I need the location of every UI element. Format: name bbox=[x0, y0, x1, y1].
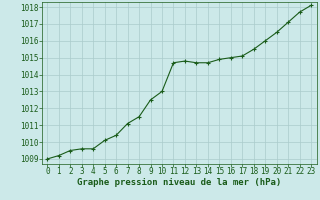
X-axis label: Graphe pression niveau de la mer (hPa): Graphe pression niveau de la mer (hPa) bbox=[77, 178, 281, 187]
